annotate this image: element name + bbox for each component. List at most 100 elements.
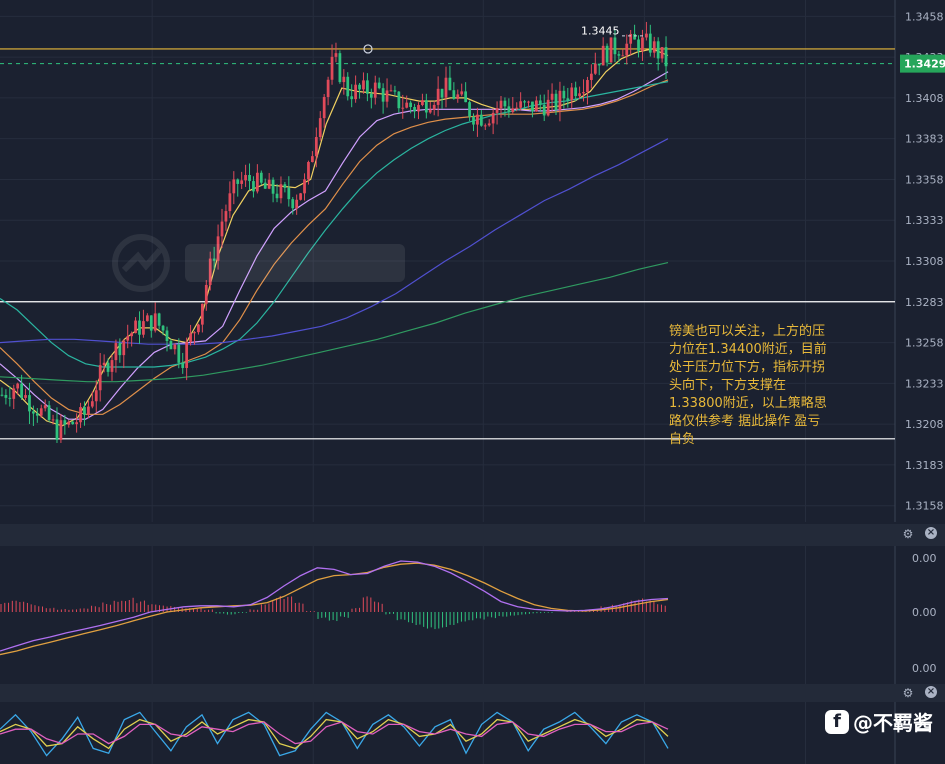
candle-body <box>173 344 177 350</box>
candle-body <box>102 362 106 366</box>
candle-body <box>531 101 534 112</box>
candle-body <box>593 63 597 74</box>
y-tick-label: 1.3458 <box>905 10 944 23</box>
candle-body <box>436 88 440 105</box>
macd-y-tick-label: 0.00 <box>912 552 937 565</box>
candle-body <box>134 320 137 334</box>
macd-indicator-chart[interactable]: 0.00 0.00 0.00 <box>0 546 945 684</box>
candle-body <box>495 108 499 113</box>
current-price-tag <box>900 54 945 73</box>
candle-body <box>503 100 507 107</box>
candle-body <box>59 420 63 440</box>
candle-body <box>519 101 523 108</box>
candle-body <box>468 102 471 117</box>
candle-body <box>578 93 581 97</box>
candle-body <box>90 401 94 407</box>
gear-icon[interactable]: ⚙ <box>902 527 914 541</box>
candle-body <box>318 118 322 138</box>
candle-body <box>4 394 8 398</box>
candle-body <box>499 100 503 109</box>
candle-body <box>444 77 448 98</box>
candle-body <box>338 53 342 83</box>
candle-body <box>43 405 47 409</box>
candle-body <box>311 156 314 163</box>
candle-body <box>479 114 483 126</box>
moving-average-line-5 <box>0 138 669 345</box>
candle-body <box>165 330 169 342</box>
candle-body <box>118 343 122 356</box>
candle-body <box>16 383 20 389</box>
candle-body <box>358 84 361 90</box>
candle-body <box>590 73 593 81</box>
candle-body <box>393 90 397 92</box>
candle-body <box>232 179 236 194</box>
candle-body <box>271 179 275 194</box>
main-price-chart[interactable]: 1.34581.34331.34081.33831.33581.33331.33… <box>0 0 945 524</box>
candle-body <box>597 63 601 66</box>
candle-body <box>645 33 648 38</box>
candle-body <box>212 258 216 261</box>
candle-body <box>193 332 196 334</box>
candle-body <box>94 390 98 402</box>
candle-body <box>633 33 636 40</box>
candle-body <box>185 342 189 368</box>
candle-body <box>236 179 240 184</box>
candle-body <box>204 284 208 304</box>
brand-logo-icon: f <box>825 709 849 734</box>
candle-body <box>586 80 589 93</box>
candle-body <box>126 336 130 341</box>
candle-body <box>24 395 27 398</box>
candle-body <box>114 343 118 361</box>
candle-body <box>145 315 149 322</box>
candle-body <box>110 360 114 372</box>
candle-body <box>303 179 306 194</box>
candle-body <box>63 420 67 425</box>
candle-body <box>326 79 330 98</box>
candle-body <box>605 45 609 63</box>
candle-body <box>656 41 660 59</box>
candle-body <box>283 184 287 188</box>
candle-body <box>625 43 629 56</box>
candle-body <box>432 104 436 110</box>
candle-body <box>507 106 511 113</box>
candle-body <box>601 45 605 66</box>
candle-body <box>287 187 291 200</box>
gear-icon[interactable]: ⚙ <box>902 686 914 700</box>
close-icon[interactable]: × <box>925 527 937 539</box>
candle-body <box>377 82 381 89</box>
y-tick-label: 1.3358 <box>905 173 944 186</box>
candle-body <box>570 87 574 101</box>
candle-body <box>106 362 110 372</box>
candle-body <box>440 88 444 98</box>
kdj-line-2 <box>0 718 669 750</box>
candle-body <box>648 33 652 53</box>
candle-body <box>609 37 613 63</box>
macd-dif-line <box>0 560 669 652</box>
candle-body <box>424 100 428 113</box>
candle-body <box>322 97 326 119</box>
candle-body <box>295 199 299 209</box>
candle-body <box>421 100 424 106</box>
candle-body <box>354 84 357 100</box>
moving-average-line-2 <box>0 71 669 420</box>
candle-body <box>252 181 255 192</box>
close-icon[interactable]: × <box>925 686 937 698</box>
candle-body <box>538 100 542 105</box>
candle-body <box>637 39 640 51</box>
candle-body <box>224 211 228 222</box>
candle-body <box>664 47 668 67</box>
candle-body <box>330 56 334 80</box>
moving-average-line-3 <box>0 79 669 415</box>
candle-body <box>515 107 519 109</box>
candle-body <box>220 221 224 237</box>
candle-body <box>487 123 491 126</box>
kdj-indicator-chart[interactable] <box>0 702 945 764</box>
candle-body <box>122 340 126 356</box>
candle-body <box>373 82 377 98</box>
candle-body <box>12 388 16 399</box>
candle-body <box>342 76 346 83</box>
candle-body <box>542 104 546 116</box>
candle-body <box>381 88 385 102</box>
candle-body <box>0 394 4 396</box>
